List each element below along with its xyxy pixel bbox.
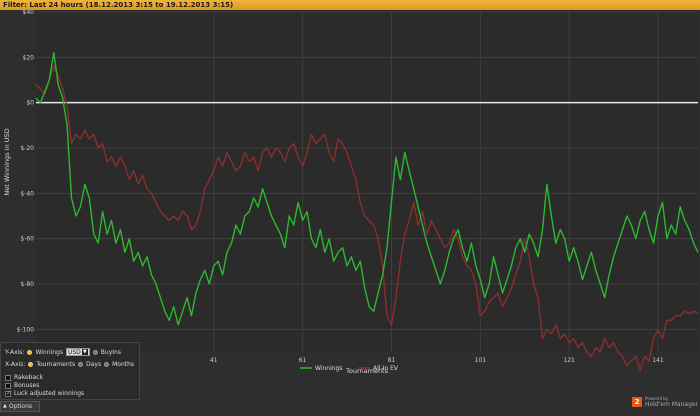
x-months-radio[interactable] xyxy=(104,362,110,367)
y-tick-label: $20 xyxy=(23,54,35,61)
luck-adjusted-checkbox[interactable] xyxy=(5,389,12,397)
x-tick-label: 81 xyxy=(388,357,396,364)
series-line-all-in-ev xyxy=(35,65,699,371)
rakeback-checkbox[interactable] xyxy=(5,374,11,381)
x-days-label: Days xyxy=(86,361,102,368)
x-axis-label: X-Axis: xyxy=(5,361,26,368)
x-tournaments-label: Tournaments xyxy=(36,361,76,368)
options-panel: Y-Axis: Winnings USD ▼ BuyIns X-Axis: Tou… xyxy=(0,342,140,400)
filter-text: Last 24 hours (18.12.2013 3:15 to 19.12.… xyxy=(29,1,234,9)
x-tournaments-radio[interactable] xyxy=(28,362,34,367)
y-buyins-label: BuyIns xyxy=(100,348,121,356)
x-axis-title: Tournaments xyxy=(345,367,389,375)
y-tick-label: $-100 xyxy=(17,326,35,333)
y-axis-title: Net Winnings in USD xyxy=(3,128,11,195)
y-winnings-label: Winnings xyxy=(35,348,63,356)
legend-label: All-In EV xyxy=(373,365,399,372)
x-tick-label: 41 xyxy=(210,357,218,364)
x-axis-row: X-Axis: Tournaments Days Months xyxy=(5,361,134,368)
y-tick-label: $-80 xyxy=(20,281,34,288)
x-months-label: Months xyxy=(112,361,135,368)
plot-area xyxy=(36,12,698,352)
y-tick-label: $-20 xyxy=(20,145,34,152)
brand-logo: 2 Powered by Hold'em Manager xyxy=(632,396,698,408)
legend-label: Winnings xyxy=(315,365,342,372)
y-tick-label: $-60 xyxy=(20,236,34,243)
luck-adjusted-row: Luck adjusted winnings xyxy=(5,389,85,397)
currency-select[interactable]: USD ▼ xyxy=(65,348,90,356)
y-tick-label: $-40 xyxy=(20,190,34,197)
hem-logo-icon: 2 xyxy=(632,397,642,407)
y-axis-row: Y-Axis: Winnings USD ▼ BuyIns xyxy=(5,348,121,356)
x-tick-label: 121 xyxy=(563,357,575,364)
filter-bar: Filter: Last 24 hours (18.12.2013 3:15 t… xyxy=(0,0,700,10)
y-tick-label: $0 xyxy=(26,100,34,107)
y-winnings-radio[interactable] xyxy=(27,349,33,355)
y-tick-label: $40 xyxy=(23,10,35,16)
x-days-radio[interactable] xyxy=(78,362,84,367)
chevron-down-icon[interactable]: ▼ xyxy=(81,349,88,355)
filter-label: Filter: xyxy=(3,1,27,9)
options-tab-label: Options xyxy=(8,403,33,410)
bonuses-label: Bonuses xyxy=(14,382,40,389)
collapse-arrow-icon: ▲ xyxy=(3,403,7,409)
powered-by-text: Powered by xyxy=(645,396,669,401)
y-axis-label: Y-Axis: xyxy=(5,348,25,356)
x-tick-label: 101 xyxy=(475,357,487,364)
brand-name: Hold'em Manager xyxy=(645,401,699,408)
x-tick-label: 141 xyxy=(652,357,664,364)
x-tick-label: 61 xyxy=(299,357,307,364)
luck-adjusted-label: Luck adjusted winnings xyxy=(14,390,85,397)
y-buyins-radio[interactable] xyxy=(92,349,98,355)
series-line-winnings xyxy=(35,52,699,326)
options-tab[interactable]: ▲ Options xyxy=(0,401,40,412)
rakeback-label: Rakeback xyxy=(14,374,43,381)
currency-value: USD xyxy=(67,348,81,356)
rakeback-row: Rakeback xyxy=(5,374,43,381)
